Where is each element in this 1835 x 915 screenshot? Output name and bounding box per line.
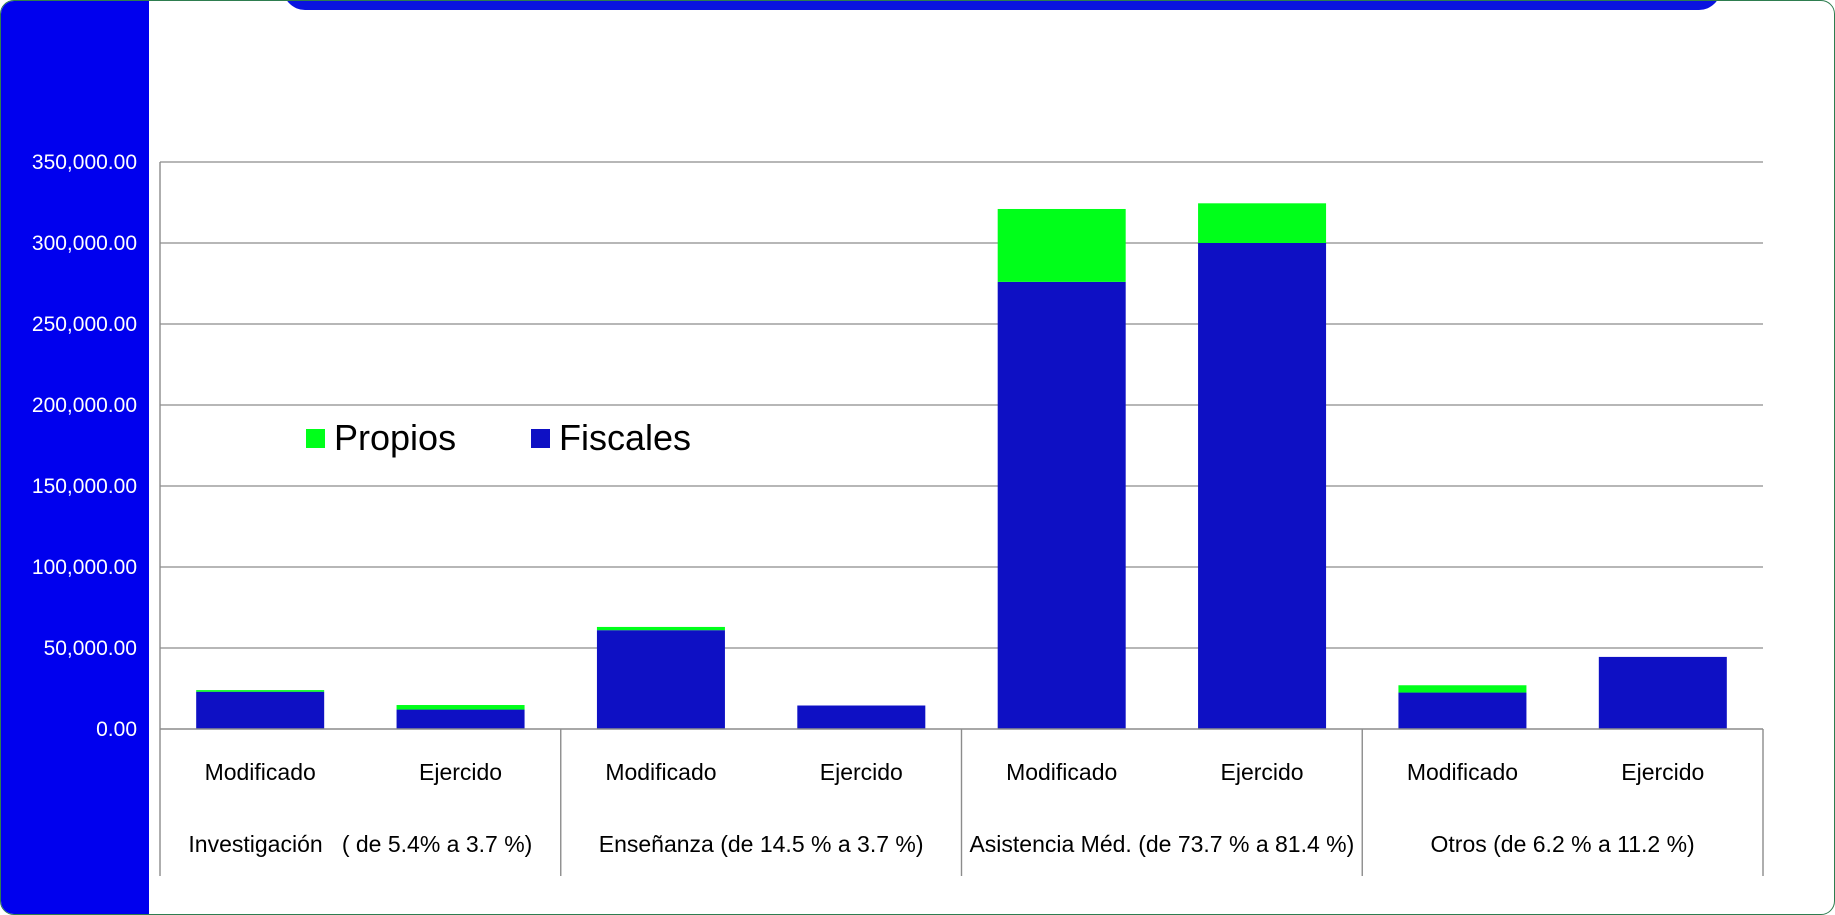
bar-fiscales [1198, 243, 1327, 729]
bar-fiscales [196, 691, 325, 729]
y-tick-label: 100,000.00 [32, 556, 137, 579]
x-tick-label: Ejercido [419, 759, 502, 785]
x-tick-label: Ejercido [1221, 759, 1304, 785]
bar-fiscales [1398, 692, 1527, 729]
group-label: Asistencia Méd. (de 73.7 % a 81.4 %) [969, 831, 1354, 857]
group-label: Enseñanza (de 14.5 % a 3.7 %) [599, 831, 924, 857]
legend-label-propios: Propios [334, 417, 456, 458]
y-tick-label: 200,000.00 [32, 394, 137, 417]
bar-fiscales [396, 709, 525, 729]
x-tick-label: Ejercido [820, 759, 903, 785]
bar-fiscales [1598, 656, 1727, 729]
bar-propios [1198, 203, 1327, 243]
y-tick-label: 300,000.00 [32, 232, 137, 255]
title-bar [283, 1, 1721, 10]
bar-fiscales [596, 630, 725, 729]
group-label: Otros (de 6.2 % a 11.2 %) [1431, 831, 1695, 857]
bar-fiscales [997, 281, 1126, 729]
group-label: Investigación ( de 5.4% a 3.7 %) [188, 831, 532, 857]
y-tick-label: 350,000.00 [32, 151, 137, 174]
y-tick-label: 250,000.00 [32, 313, 137, 336]
y-tick-label: 150,000.00 [32, 475, 137, 498]
bar-fiscales [797, 705, 926, 729]
legend-swatch-fiscales [531, 429, 550, 448]
gridlines [160, 161, 1763, 649]
bars [196, 203, 1727, 729]
group-labels: Investigación ( de 5.4% a 3.7 %) Enseñanz… [188, 831, 1694, 857]
bar-propios [196, 690, 325, 692]
y-tick-label: 0.00 [96, 718, 137, 741]
x-tick-label: Modificado [605, 759, 716, 785]
legend-label-fiscales: Fiscales [559, 417, 691, 458]
bar-propios [1398, 685, 1527, 693]
legend-swatch-propios [306, 429, 325, 448]
y-tick-label: 50,000.00 [44, 637, 137, 660]
bar-propios [396, 705, 525, 710]
axes [159, 162, 1764, 876]
side-band [1, 1, 149, 914]
x-tick-labels: Modificado Ejercido Modificado Ejercido Modi… [205, 759, 1705, 785]
x-tick-label: Ejercido [1621, 759, 1704, 785]
bar-propios [596, 626, 725, 631]
x-tick-label: Modificado [1407, 759, 1518, 785]
x-tick-label: Modificado [205, 759, 316, 785]
y-tick-labels: 350,000.00 300,000.00 250,000.00 200,000.00… [32, 151, 137, 741]
x-tick-label: Modificado [1006, 759, 1117, 785]
bar-propios [997, 208, 1126, 282]
legend: Propios Fiscales [306, 417, 691, 458]
